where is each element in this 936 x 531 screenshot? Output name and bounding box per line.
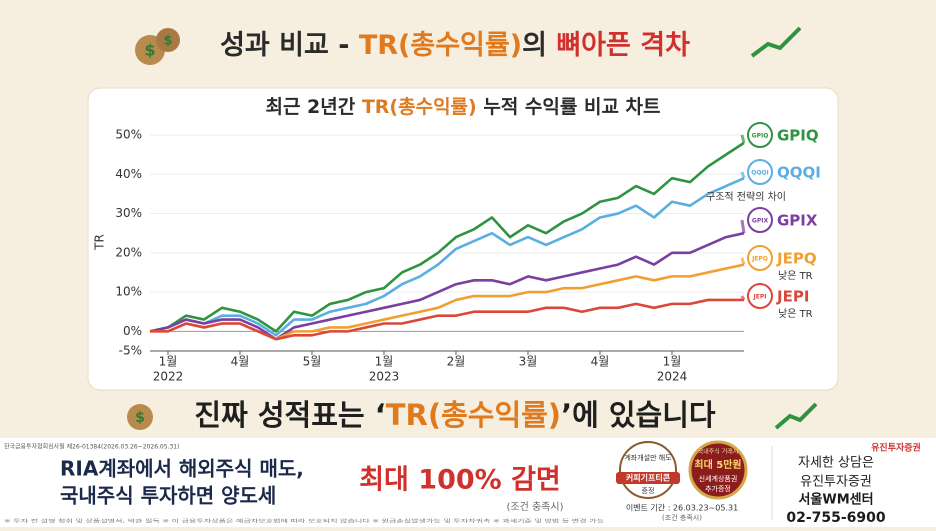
money-bag-icon: $	[127, 404, 153, 430]
badge-text: 최대 5만원	[694, 458, 741, 471]
chart-card	[87, 87, 839, 391]
trend-icon	[750, 26, 802, 58]
ad-benefit: 최대 100% 감면	[359, 465, 561, 496]
x-tick-label: 5월	[303, 355, 322, 369]
x-tick-label: 1월	[375, 355, 394, 369]
text-segment: TR(총수익률)	[362, 96, 477, 118]
ad-contact: 서울WM센터	[798, 492, 873, 508]
x-year-label: 2024	[657, 370, 688, 384]
y-tick-label: 20%	[115, 245, 142, 259]
trend-icon	[774, 402, 818, 430]
ad-banner[interactable]	[0, 438, 936, 527]
legend-badge	[747, 207, 773, 233]
badge-ribbon	[616, 472, 680, 484]
badge	[688, 440, 748, 500]
legend-badge	[747, 245, 773, 271]
legend-label: JEPQ	[776, 250, 817, 268]
legend-badge-text: JEPQ	[751, 256, 768, 263]
badge-text: 계좌개설만 해도	[624, 453, 672, 462]
y-tick-label: 10%	[115, 285, 142, 299]
text-segment: 진짜 성적표는 ‘	[194, 398, 385, 432]
y-tick-label: 50%	[115, 128, 142, 142]
text-segment: 최근 2년간	[265, 96, 361, 118]
x-tick-label: 4월	[231, 355, 250, 369]
legend-badge-text: GPIQ	[752, 133, 769, 140]
x-tick-label: 1월	[159, 355, 178, 369]
ad-contact: 자세한 상담은	[798, 456, 874, 471]
y-tick-label: 0%	[123, 324, 142, 338]
y-tick-label: 30%	[115, 206, 142, 220]
text-segment: TR(총수익률)	[386, 398, 561, 432]
legend-badge-text: GPIX	[752, 218, 769, 225]
text-segment: 누적 수익률 비교 차트	[477, 96, 661, 118]
legend-label: GPIX	[777, 212, 818, 230]
ad-notice: 한국금융투자협회심사필 제26-01384(2026.03.26~2026.05…	[4, 443, 179, 451]
legend-note: 낮은 TR	[778, 308, 813, 320]
x-year-label: 2023	[369, 370, 400, 384]
legend-badge	[747, 283, 773, 309]
ad-headline: RIA계좌에서 해외주식 매도,	[60, 457, 304, 481]
leader-arrow	[740, 295, 746, 301]
legend-badge	[747, 122, 773, 148]
badge-text: 추가증정	[705, 484, 731, 493]
ad-logo: 유진투자증권	[871, 442, 921, 454]
y-axis-label: TR	[93, 234, 107, 251]
legend-badge-text: JEPI	[753, 294, 767, 301]
legend-note: 낮은 TR	[778, 270, 813, 282]
svg-text:$: $	[135, 410, 145, 426]
leader-arrow	[740, 171, 746, 179]
money-bag-icon: $ $	[135, 28, 180, 65]
y-tick-label: 40%	[115, 167, 142, 181]
series-line	[149, 231, 745, 341]
text-segment: 성과 비교 -	[220, 30, 359, 61]
legend-label: QQQI	[777, 164, 821, 182]
badge-text: 신세계상품권	[699, 474, 738, 483]
series-line	[149, 177, 745, 337]
legend-badge	[747, 159, 773, 185]
ad-benefit-note: (조건 충족시)	[507, 501, 564, 513]
ad-contact: 02-755-6900	[786, 510, 886, 526]
x-tick-label: 2월	[447, 355, 466, 369]
y-tick-label: -5%	[119, 344, 142, 358]
series-line	[150, 298, 744, 341]
series-line	[149, 141, 745, 333]
x-year-label: 2022	[153, 370, 184, 384]
subtitle: 진짜 성적표는 ‘TR(총수익률)’에 있습니다	[194, 398, 715, 432]
svg-text:$: $	[163, 34, 172, 49]
leader-arrow	[740, 219, 746, 234]
legend-badge-text: QQQI	[751, 170, 769, 177]
chart-annotation: 구조적 전략의 차이	[706, 191, 786, 203]
x-tick-label: 4월	[591, 355, 610, 369]
header-title: 성과 비교 - TR(총수익률)의 뼈아픈 격차	[220, 30, 690, 61]
badge-text: 국내주식 거래시	[698, 448, 739, 456]
text-segment: 뼈아픈 격차	[556, 30, 690, 61]
ad-period: 이벤트 기간 : 26.03.23~05.31	[626, 503, 738, 513]
badge-text: 증정	[642, 486, 655, 495]
ad-headline: 국내주식 투자하면 양도세	[60, 484, 276, 508]
badge-text: 커피기프티콘	[626, 473, 671, 483]
ad-disclaimer: ※ 투자 전 설명 청취 및 상품설명서, 약관 필독 ※ 이 금융투자상품은 …	[4, 518, 604, 525]
legend-label: GPIQ	[777, 127, 819, 145]
x-tick-label: 3월	[519, 355, 538, 369]
text-segment: ’에 있습니다	[561, 398, 716, 432]
svg-text:$: $	[144, 41, 155, 60]
text-segment: 의	[522, 30, 556, 61]
legend-label: JEPI	[776, 288, 809, 306]
x-tick-label: 1월	[663, 355, 682, 369]
ad-contact: 유진투자증권	[800, 475, 872, 490]
leader-arrow	[740, 134, 746, 144]
leader-arrow	[740, 257, 746, 266]
chart-title: 최근 2년간 TR(총수익률) 누적 수익률 비교 차트	[265, 96, 660, 118]
text-segment: TR(총수익률)	[359, 30, 522, 61]
ad-period-note: (조건 충족시)	[662, 513, 702, 522]
